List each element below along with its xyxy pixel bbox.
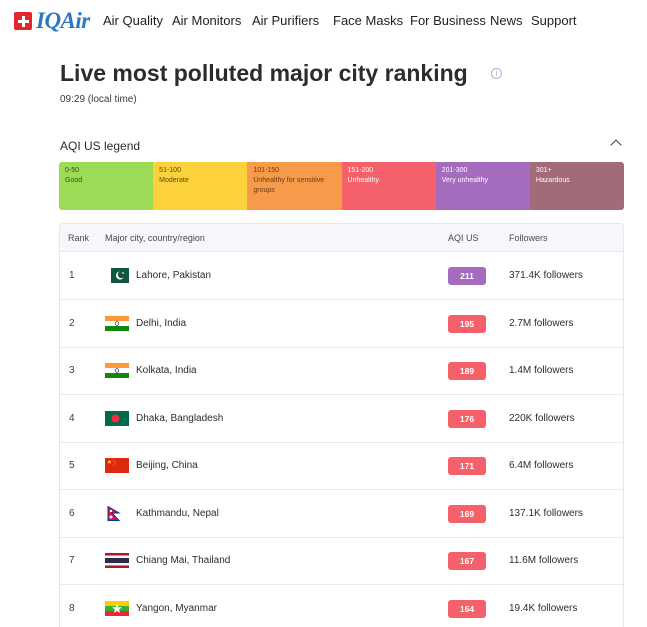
aqi-legend: 0-50 Good 51-100 Moderate 101-150 Unhealthy f… (59, 162, 624, 210)
table-row[interactable]: 2 Delhi, India 195 2.7M followers (60, 300, 623, 348)
table-row[interactable]: 4 Dhaka, Bangladesh 176 220K followers (60, 395, 623, 443)
china-flag-icon (105, 458, 129, 473)
header-city: Major city, country/region (105, 233, 205, 243)
city-name-link[interactable]: Lahore, Pakistan (136, 270, 212, 281)
legend-range: 201-300 (441, 167, 468, 174)
nav-air-quality[interactable]: Air Quality (103, 13, 163, 28)
followers-count: 11.6M followers (509, 555, 579, 566)
row-rank: 4 (69, 412, 75, 424)
local-time: 09:29 (local time) (60, 94, 137, 105)
table-row[interactable]: 8 Yangon, Myanmar 164 19.4K followers (60, 585, 623, 627)
nepal-flag-icon (105, 505, 129, 521)
row-rank: 6 (69, 507, 75, 519)
legend-title: AQI US legend (60, 139, 141, 153)
city-name-link[interactable]: Dhaka, Bangladesh (136, 412, 224, 424)
legend-segment: 101-150 Unhealthy for sensitive groups (247, 162, 342, 210)
legend-segment: 201-300 Very unhealthy (435, 162, 530, 210)
followers-count: 371.4K followers (509, 270, 583, 281)
brand-name: IQAir (36, 8, 90, 33)
legend-range: 101-150 (253, 167, 280, 174)
table-row[interactable]: 6 Kathmandu, Nepal 169 137.1K followers (60, 490, 623, 538)
legend-label: Unhealthy for sensitive groups (253, 177, 325, 194)
table-row[interactable]: 1 Lahore, Pakistan 211 371.4K followers (60, 252, 623, 300)
swiss-flag-icon (14, 12, 32, 30)
header-followers: Followers (509, 233, 548, 243)
nav-air-monitors[interactable]: Air Monitors (172, 13, 242, 28)
header-rank: Rank (68, 233, 90, 243)
legend-label: Hazardous (535, 177, 570, 184)
info-icon[interactable]: i (491, 68, 502, 79)
table-row[interactable]: 5 Beijing, China 171 6.4M followers (60, 442, 623, 490)
nav-support[interactable]: Support (531, 13, 577, 28)
city-name-link[interactable]: Kathmandu, Nepal (136, 507, 219, 519)
aqi-badge: 167 (448, 552, 486, 570)
legend-range: 151-200 (347, 167, 374, 174)
thailand-flag-icon (105, 553, 129, 568)
followers-count: 137.1K followers (509, 507, 583, 519)
bangladesh-flag-icon (105, 410, 129, 426)
table-header: Rank Major city, country/region AQI US F… (60, 224, 623, 252)
aqi-badge: 169 (448, 504, 486, 523)
aqi-badge: 171 (448, 457, 486, 475)
page-title: Live most polluted major city ranking (60, 60, 468, 86)
city-name-link[interactable]: Chiang Mai, Thailand (136, 555, 231, 566)
followers-count: 6.4M followers (509, 460, 574, 471)
city-name-link[interactable]: Beijing, China (136, 460, 198, 471)
legend-label: Moderate (159, 177, 189, 184)
ranking-table: Rank Major city, country/region AQI US F… (59, 223, 624, 627)
city-name-link[interactable]: Delhi, India (136, 317, 187, 329)
followers-count: 2.7M followers (509, 317, 574, 329)
followers-count: 220K followers (509, 412, 575, 424)
aqi-badge: 211 (448, 267, 486, 285)
legend-segment: 151-200 Unhealthy (341, 162, 436, 210)
row-rank: 1 (69, 270, 75, 281)
row-rank: 8 (69, 602, 75, 614)
header-aqi: AQI US (448, 233, 479, 243)
row-rank: 2 (69, 317, 75, 329)
nav-air-purifiers[interactable]: Air Purifiers (252, 13, 320, 28)
nav-news[interactable]: News (490, 13, 523, 28)
row-rank: 5 (69, 460, 75, 471)
row-rank: 3 (69, 365, 75, 376)
legend-segment: 51-100 Moderate (153, 162, 248, 210)
pakistan-flag-icon (105, 268, 129, 283)
india-flag-icon (105, 363, 129, 378)
aqi-badge: 195 (448, 314, 486, 333)
nav-for-business[interactable]: For Business (410, 13, 486, 28)
city-name-link[interactable]: Yangon, Myanmar (136, 602, 217, 614)
legend-label: Unhealthy (347, 177, 380, 184)
followers-count: 19.4K followers (509, 602, 578, 614)
legend-range: 301+ (535, 167, 552, 174)
aqi-badge: 164 (448, 599, 486, 618)
legend-range: 51-100 (159, 167, 181, 174)
top-nav: IQAir Air Quality Air Monitors Air Purif… (0, 0, 647, 42)
iqair-logo[interactable]: IQAir (14, 9, 90, 33)
table-row[interactable]: 3 Kolkata, India 189 1.4M followers (60, 347, 623, 395)
aqi-badge: 189 (448, 362, 486, 380)
table-row[interactable]: 7 Chiang Mai, Thailand 167 11.6M followers (60, 537, 623, 585)
row-rank: 7 (69, 555, 75, 566)
nav-face-masks[interactable]: Face Masks (333, 13, 404, 28)
legend-range: 0-50 (65, 167, 80, 174)
myanmar-flag-icon (105, 600, 129, 616)
followers-count: 1.4M followers (509, 365, 574, 376)
legend-label: Very unhealthy (441, 177, 488, 184)
chevron-up-icon[interactable] (610, 139, 622, 151)
city-name-link[interactable]: Kolkata, India (136, 365, 197, 376)
legend-segment: 0-50 Good (59, 162, 154, 210)
india-flag-icon (105, 315, 129, 331)
aqi-badge: 176 (448, 409, 486, 428)
legend-label: Good (65, 177, 83, 184)
legend-segment: 301+ Hazardous (529, 162, 624, 210)
